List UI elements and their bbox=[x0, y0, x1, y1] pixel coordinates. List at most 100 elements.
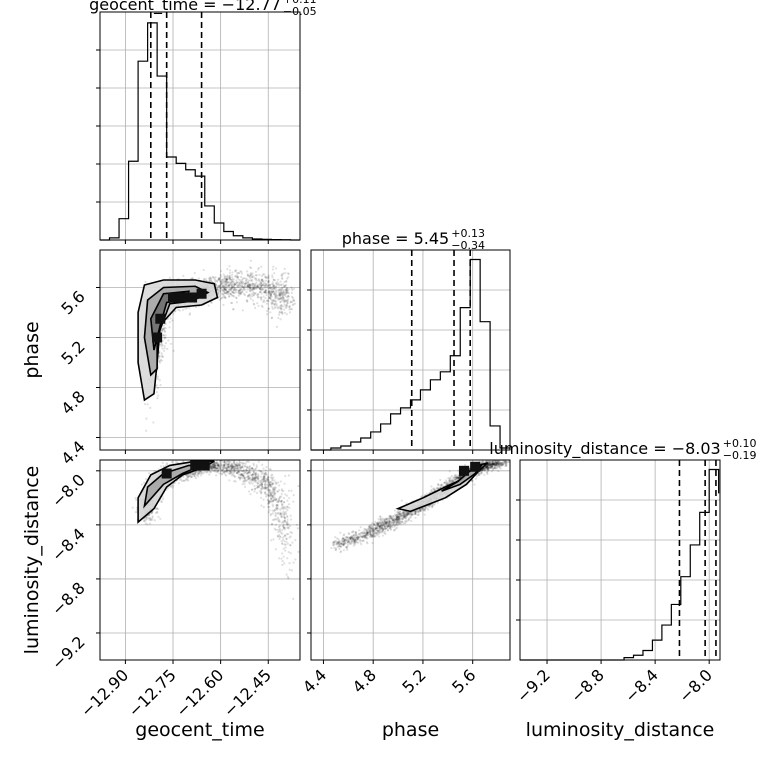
sample-point bbox=[457, 476, 460, 479]
sample-point bbox=[268, 284, 271, 287]
sample-point bbox=[230, 467, 233, 470]
sample-point bbox=[266, 299, 269, 302]
sample-point bbox=[268, 501, 271, 504]
sample-point bbox=[241, 290, 244, 293]
sample-point bbox=[264, 469, 267, 472]
sample-point bbox=[240, 465, 244, 469]
sample-point bbox=[372, 529, 375, 532]
sample-point bbox=[278, 529, 281, 532]
sample-point bbox=[230, 464, 234, 467]
sample-point bbox=[352, 538, 355, 541]
sample-point bbox=[262, 479, 265, 483]
sample-point bbox=[254, 472, 257, 476]
sample-point bbox=[218, 462, 221, 465]
sample-point bbox=[230, 468, 233, 471]
sample-point bbox=[231, 294, 234, 297]
sample-point bbox=[267, 493, 270, 497]
sample-point bbox=[171, 486, 174, 489]
sample-point bbox=[338, 541, 341, 544]
sample-point bbox=[249, 493, 252, 496]
sample-point bbox=[241, 283, 244, 286]
sample-point bbox=[225, 278, 229, 281]
sample-point bbox=[235, 464, 239, 467]
sample-point bbox=[231, 271, 234, 274]
sample-point bbox=[225, 280, 228, 284]
sample-point bbox=[229, 465, 232, 468]
sample-point bbox=[214, 283, 218, 286]
sample-point bbox=[282, 291, 285, 294]
sample-point bbox=[493, 467, 496, 470]
sample-point bbox=[237, 286, 241, 289]
sample-point bbox=[234, 269, 237, 272]
sample-point bbox=[220, 283, 223, 286]
sample-point bbox=[228, 275, 231, 279]
sample-point bbox=[230, 474, 234, 477]
sample-point bbox=[256, 294, 259, 297]
sample-point bbox=[160, 343, 163, 346]
sample-point bbox=[239, 291, 242, 294]
sample-point bbox=[287, 298, 290, 301]
sample-point bbox=[260, 283, 263, 287]
sample-point bbox=[268, 295, 271, 298]
sample-point bbox=[213, 466, 217, 469]
sample-point bbox=[209, 277, 212, 280]
sample-point bbox=[491, 460, 494, 463]
sample-point bbox=[261, 279, 264, 282]
sample-point bbox=[271, 301, 275, 304]
sample-point bbox=[261, 471, 264, 474]
sample-point bbox=[235, 467, 238, 470]
sample-point bbox=[285, 279, 288, 283]
sample-point bbox=[287, 295, 290, 298]
sample-point bbox=[390, 518, 394, 521]
sample-point bbox=[280, 492, 283, 495]
sample-point bbox=[233, 283, 236, 286]
sample-point bbox=[220, 460, 223, 463]
sample-point bbox=[216, 469, 219, 472]
sample-point bbox=[255, 481, 258, 484]
sample-point bbox=[279, 296, 282, 299]
sample-point bbox=[271, 302, 274, 305]
sample-point bbox=[250, 473, 253, 477]
sample-point bbox=[221, 284, 224, 287]
sample-point bbox=[271, 482, 275, 486]
sample-point bbox=[282, 508, 285, 511]
sample-point bbox=[491, 460, 494, 464]
sample-point bbox=[197, 472, 200, 475]
sample-point bbox=[146, 523, 149, 526]
sample-point bbox=[365, 537, 368, 540]
sample-point bbox=[269, 483, 272, 486]
sample-point bbox=[269, 481, 272, 484]
sample-point bbox=[218, 280, 222, 283]
sample-point bbox=[245, 299, 248, 302]
sample-point bbox=[262, 476, 265, 479]
sample-point bbox=[271, 496, 274, 499]
sample-point bbox=[213, 469, 216, 473]
sample-point bbox=[222, 465, 225, 468]
sample-point bbox=[286, 526, 289, 529]
sample-point bbox=[487, 463, 490, 466]
sample-point bbox=[278, 497, 281, 501]
sample-point bbox=[246, 475, 250, 479]
sample-point bbox=[218, 294, 221, 298]
sample-point bbox=[154, 511, 157, 515]
sample-point bbox=[277, 511, 280, 515]
sample-point bbox=[231, 472, 235, 476]
sample-point bbox=[265, 299, 269, 302]
sample-point bbox=[234, 465, 237, 468]
sample-point bbox=[279, 305, 283, 308]
sample-point bbox=[240, 461, 244, 464]
sample-point bbox=[247, 470, 250, 474]
sample-point bbox=[222, 471, 225, 475]
sample-point bbox=[212, 466, 216, 469]
sample-point bbox=[226, 292, 229, 296]
sample-point bbox=[281, 506, 284, 509]
sample-point bbox=[280, 293, 283, 296]
sample-point bbox=[253, 285, 256, 288]
sample-point bbox=[284, 311, 287, 314]
sample-point bbox=[249, 279, 252, 282]
sample-point bbox=[383, 518, 387, 522]
sample-point bbox=[214, 466, 217, 470]
sample-point bbox=[224, 285, 227, 289]
sample-point bbox=[232, 471, 236, 474]
sample-point bbox=[271, 512, 274, 515]
